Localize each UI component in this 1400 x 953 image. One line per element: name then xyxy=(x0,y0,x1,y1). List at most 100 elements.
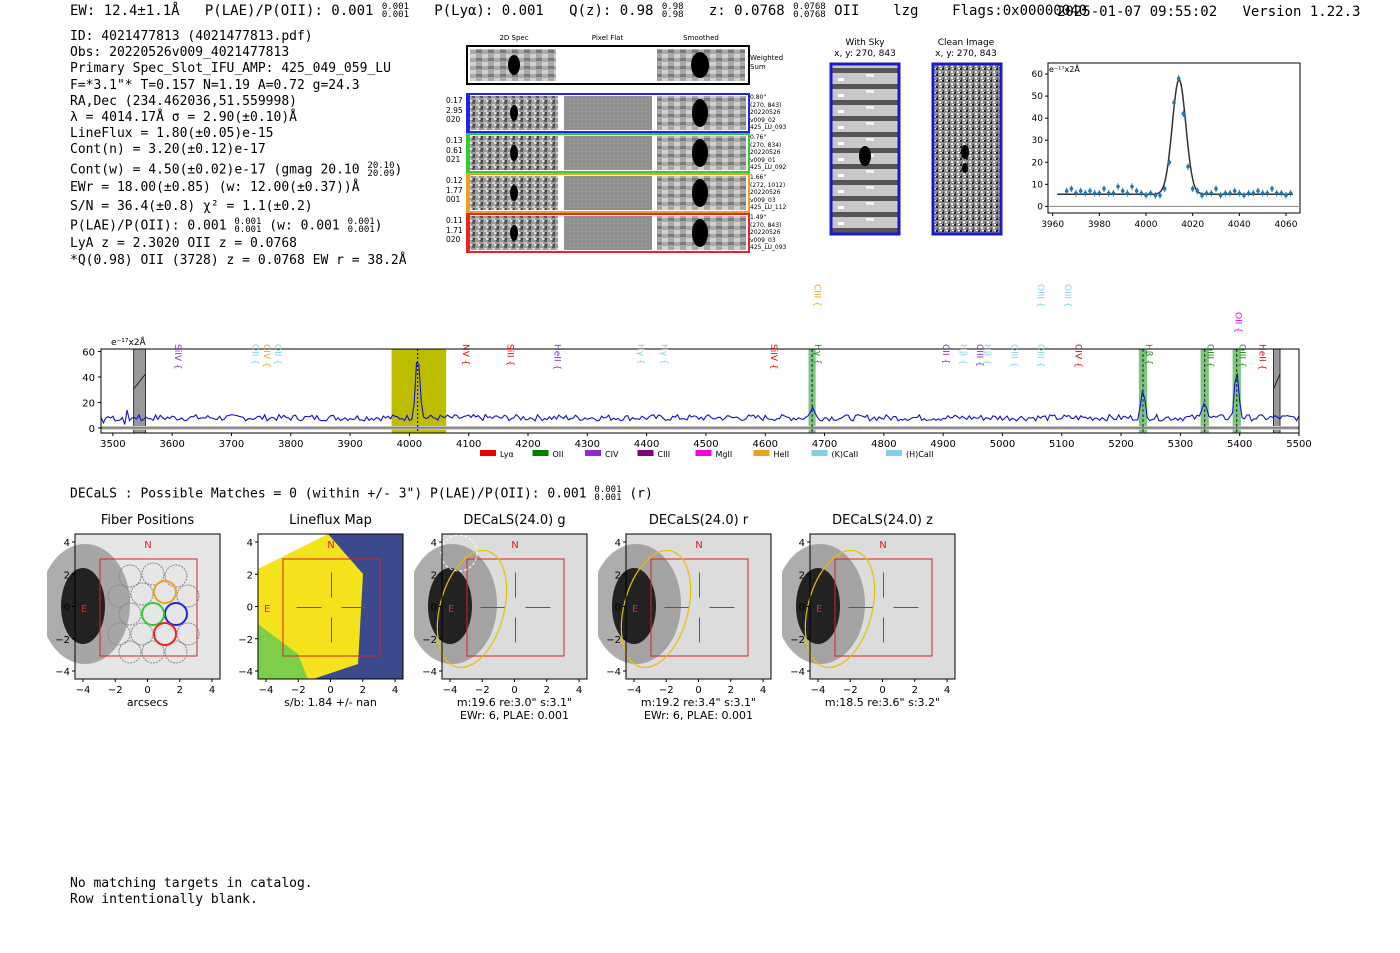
full-xtick-label: 4600 xyxy=(753,439,778,450)
thumb-xtick-label: −4 xyxy=(76,685,91,696)
line-marker-label: HeII { xyxy=(552,344,562,370)
cutout-right-value: (270, 843) xyxy=(750,221,782,229)
north-label: N xyxy=(327,540,334,551)
zoom-point xyxy=(1223,191,1228,195)
zoom-point xyxy=(1078,189,1083,193)
thumb-xtick-label: 0 xyxy=(327,685,333,696)
cutout-row-right-label: 0.76" (270, 834) 20220526 v009_01 425_LU_092 xyxy=(750,134,786,172)
thumb-ytick-label: 4 xyxy=(615,538,621,549)
masked-hatch xyxy=(1273,373,1281,390)
thumb-xtick-label: −4 xyxy=(811,685,826,696)
zoom-point xyxy=(1181,111,1186,116)
north-label: N xyxy=(879,540,886,551)
cutout-right-value: 20220526 xyxy=(750,109,781,117)
zoom-point xyxy=(1083,191,1088,195)
east-label: E xyxy=(816,604,822,615)
cutout-right-value: 0.76" xyxy=(750,134,767,141)
zoom-point xyxy=(1195,189,1200,193)
legend-label: Lyα xyxy=(500,450,514,459)
footer-line1: No matching targets in catalog. xyxy=(70,876,313,891)
full-axes xyxy=(100,348,1300,434)
zoom-xtick-label: 4060 xyxy=(1275,220,1298,230)
info-sn: S/N = 36.4(±0.8) χ² = 1.1(±0.2) xyxy=(70,198,313,214)
thumb-image: N E −4 −2 0 2 4 4 2 0 −2 −4 xyxy=(782,533,956,696)
line-marker-label: Hγ { xyxy=(812,344,822,365)
east-label: E xyxy=(81,604,87,615)
line-marker-label: OIII { xyxy=(1008,344,1018,368)
thumb-caption-line1: s/b: 1.84 +/- nan xyxy=(284,696,377,709)
zoom-point xyxy=(1251,191,1256,195)
full-xtick-label: 5500 xyxy=(1286,439,1311,450)
zoom-point xyxy=(1088,189,1092,193)
full-xtick-label: 5100 xyxy=(1049,439,1074,450)
full-xtick-label: 4800 xyxy=(871,439,896,450)
header-plae-hi: 0.001 xyxy=(381,2,409,12)
weighted-label: Weighted Sum xyxy=(750,54,784,71)
zoom-point xyxy=(1120,189,1125,193)
thumb-image: N E −4 −2 0 2 4 4 2 0 −2 −4 xyxy=(47,533,221,696)
zoom-point xyxy=(1200,193,1204,198)
cutout-left-value: 2.95 xyxy=(446,105,463,115)
full-xtick-label: 4400 xyxy=(634,439,659,450)
info-contw-hi: 20.10 xyxy=(367,160,395,171)
info-lineflux: LineFlux = 1.80(±0.05)e-15 xyxy=(70,126,274,142)
zoom-point xyxy=(1176,76,1181,81)
cutout-right-value: (272, 1012) xyxy=(750,181,786,189)
full-ytick-label: 0 xyxy=(89,424,95,435)
decals-lo: 0.001 xyxy=(594,493,622,503)
header-ew: EW: 12.4±1.1Å xyxy=(70,3,180,19)
galaxy-core xyxy=(428,568,472,644)
info-plae-hi: 0.001 xyxy=(234,216,262,227)
cutout-left-value: 020 xyxy=(446,235,461,244)
north-label: N xyxy=(511,540,518,551)
thumb-xtick-label: −2 xyxy=(843,685,858,696)
fiber-circle xyxy=(141,640,165,664)
cutout-row-left-label: 0.17 2.95 020 xyxy=(446,96,463,125)
line-marker-label: Hβ { xyxy=(982,344,992,365)
galaxy-ellipse xyxy=(804,549,876,669)
east-label: E xyxy=(632,604,638,615)
zoom-ytick-label: 60 xyxy=(1032,70,1044,80)
cutout-row xyxy=(466,133,750,173)
info-plae-w-lo: 0.001 xyxy=(347,224,375,235)
cutout-left-value: 001 xyxy=(446,195,461,204)
header-flags: Flags:0x00000040 xyxy=(952,3,1088,19)
thumb-title: Lineflux Map xyxy=(289,513,372,528)
legend-swatch xyxy=(480,450,496,456)
full-ytick-label: 20 xyxy=(82,398,95,409)
line-marker-label: OIII { xyxy=(1035,344,1045,368)
line-marker-label: OIII { xyxy=(1205,344,1215,368)
info-contw-row: Cont(w) = 4.50(±0.02)e-17 (gmag 20.10 20… xyxy=(70,160,407,179)
cutout-right-value: 0.80" xyxy=(750,94,767,101)
legend-swatch xyxy=(585,450,601,456)
full-xtick-label: 5000 xyxy=(990,439,1015,450)
cutout-right-value: v009_03 xyxy=(750,236,776,244)
header-plae: P(LAE)/P(OII): 0.001 xyxy=(204,3,374,19)
with-sky-label: With Sky xyxy=(845,38,885,48)
thumb-title: DECaLS(24.0) r xyxy=(648,513,749,528)
thumb-xtick-label: −4 xyxy=(627,685,642,696)
fiber-circle xyxy=(164,640,188,664)
line-marker-label: CIII { xyxy=(974,344,984,367)
thumb-ytick-label: −4 xyxy=(55,667,70,678)
zoom-point xyxy=(1102,186,1106,191)
line-marker-label: CII { xyxy=(940,344,950,364)
thumb-ytick-label: −2 xyxy=(606,635,621,646)
zoom-point xyxy=(1218,193,1223,198)
zoom-point xyxy=(1116,184,1120,189)
galaxy-ellipse xyxy=(436,549,508,669)
masked-band xyxy=(133,348,146,434)
info-plae-w: (w: 0.001 xyxy=(269,218,340,234)
thumb-caption: m:18.5 re:3.6" s:3.2" xyxy=(800,696,965,709)
zoom-ytick-label: 40 xyxy=(1032,114,1044,124)
cutout-row-left-label: 0.13 0.61 021 xyxy=(446,136,463,165)
galaxy-core xyxy=(61,568,105,644)
zoom-point xyxy=(1162,186,1167,191)
zoom-point xyxy=(1111,191,1116,195)
thumb-ytick-label: −4 xyxy=(606,667,621,678)
thumb-ytick-label: −4 xyxy=(238,667,253,678)
line-marker-label: HeII { xyxy=(1256,344,1266,370)
zoom-point xyxy=(1232,189,1237,193)
header-plya: P(Lyα): 0.001 xyxy=(434,3,544,19)
thumb-ytick-label: 2 xyxy=(799,570,805,581)
